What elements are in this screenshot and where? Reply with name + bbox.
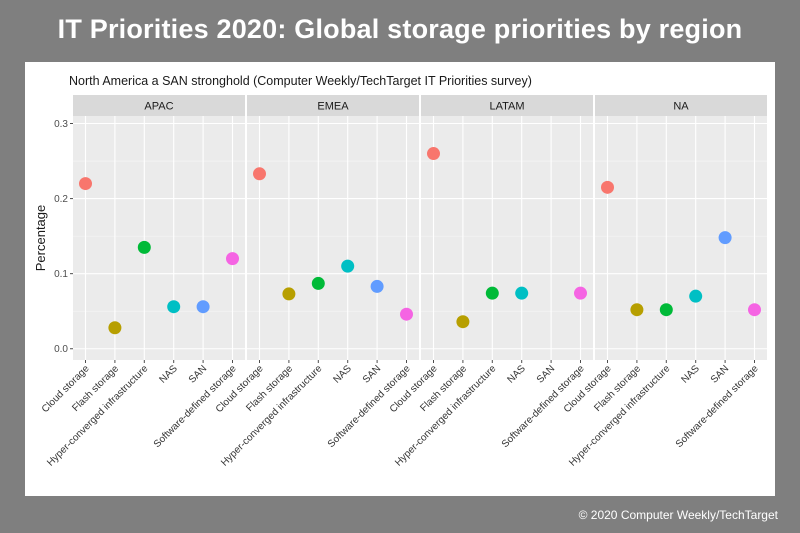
data-point-emea-software-defined-storage bbox=[400, 307, 413, 321]
data-point-apac-san bbox=[196, 300, 210, 314]
data-point-apac-flash-storage bbox=[108, 321, 122, 335]
facet-strip-emea bbox=[247, 95, 419, 116]
y-tick-label: 0.1 bbox=[54, 269, 68, 280]
facet-plot-area-apac bbox=[73, 116, 245, 360]
data-point-na-cloud-storage bbox=[601, 180, 614, 194]
data-point-emea-nas bbox=[341, 259, 355, 273]
y-tick-label: 0.0 bbox=[54, 344, 68, 355]
data-point-emea-cloud-storage bbox=[253, 167, 266, 181]
faceted-scatter-chart: North America a SAN stronghold (Computer… bbox=[33, 74, 767, 469]
chart-subtitle: North America a SAN stronghold (Computer… bbox=[69, 74, 532, 88]
facet-label-emea: EMEA bbox=[317, 101, 349, 113]
data-point-na-software-defined-storage bbox=[748, 303, 761, 317]
facet-strip-na bbox=[595, 95, 767, 116]
data-point-latam-nas bbox=[515, 286, 529, 300]
y-axis-label: Percentage bbox=[33, 205, 48, 272]
data-point-latam-cloud-storage bbox=[427, 147, 440, 161]
x-tick-label: SAN bbox=[709, 363, 731, 385]
data-point-apac-software-defined-storage bbox=[226, 252, 239, 266]
x-tick-label: NAS bbox=[680, 363, 703, 386]
y-tick-label: 0.2 bbox=[54, 194, 68, 205]
chart-panel: North America a SAN stronghold (Computer… bbox=[25, 62, 775, 496]
copyright-notice: © 2020 Computer Weekly/TechTarget bbox=[578, 508, 778, 522]
facet-plot-area-emea bbox=[247, 116, 419, 360]
facet-label-latam: LATAM bbox=[489, 101, 524, 113]
data-point-latam-software-defined-storage bbox=[574, 286, 587, 300]
x-tick-label: NAS bbox=[506, 363, 529, 386]
data-point-apac-cloud-storage bbox=[79, 177, 92, 191]
x-tick-label: NAS bbox=[332, 363, 355, 386]
data-point-latam-flash-storage bbox=[456, 315, 470, 329]
facet-label-apac: APAC bbox=[144, 101, 173, 113]
facet-strip-latam bbox=[421, 95, 593, 116]
x-tick-label: SAN bbox=[361, 363, 383, 385]
facet-plot-area-latam bbox=[421, 116, 593, 360]
data-point-na-hyper-converged-infrastructure bbox=[659, 303, 673, 317]
data-point-apac-nas bbox=[167, 300, 181, 314]
page-title: IT Priorities 2020: Global storage prior… bbox=[57, 14, 743, 44]
data-point-emea-hyper-converged-infrastructure bbox=[311, 276, 325, 290]
data-point-emea-flash-storage bbox=[282, 287, 296, 301]
data-point-apac-hyper-converged-infrastructure bbox=[137, 240, 151, 254]
x-tick-label: NAS bbox=[158, 363, 181, 386]
data-point-emea-san bbox=[370, 279, 384, 293]
facet-label-na: NA bbox=[673, 101, 689, 113]
x-tick-label: SAN bbox=[187, 363, 209, 385]
y-tick-label: 0.3 bbox=[54, 119, 68, 130]
data-point-na-flash-storage bbox=[630, 303, 644, 317]
data-point-na-nas bbox=[689, 289, 703, 303]
data-point-na-san bbox=[718, 231, 732, 245]
x-tick-label: SAN bbox=[535, 363, 557, 385]
facet-strip-apac bbox=[73, 95, 245, 116]
data-point-latam-hyper-converged-infrastructure bbox=[485, 286, 499, 300]
facet-plot-area-na bbox=[595, 116, 767, 360]
